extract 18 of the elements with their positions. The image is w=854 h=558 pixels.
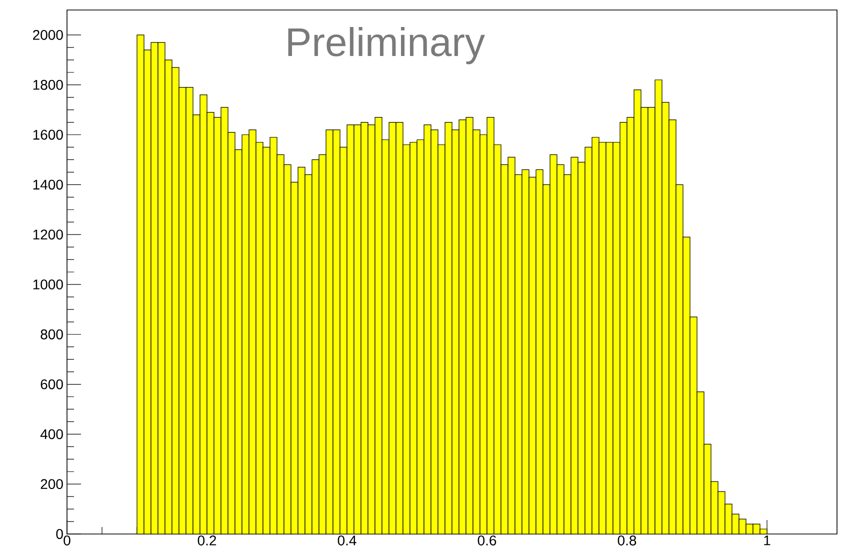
x-tick-label: 0.2 — [198, 536, 216, 546]
x-tick-label: 0 — [64, 536, 70, 546]
y-tick-label: 600 — [40, 379, 63, 390]
x-tick-label: 0.6 — [478, 536, 496, 546]
y-tick-label: 1200 — [33, 230, 63, 240]
y-tick-label: 1400 — [33, 180, 63, 190]
y-tick-label: 200 — [40, 479, 63, 490]
x-tick-label: 0.4 — [338, 536, 356, 546]
y-tick-label: 400 — [40, 429, 63, 440]
y-tick-label: 0 — [56, 529, 63, 539]
y-tick-label: 1800 — [33, 80, 63, 90]
y-tick-label: 2000 — [33, 30, 63, 40]
y-tick-label: 800 — [40, 329, 63, 340]
x-tick-label: 1 — [764, 536, 770, 546]
y-tick-label: 1000 — [33, 280, 63, 290]
annotation: Preliminary — [288, 26, 485, 64]
x-tick-label: 0.8 — [618, 536, 636, 546]
y-tick-label: 1600 — [33, 130, 63, 140]
